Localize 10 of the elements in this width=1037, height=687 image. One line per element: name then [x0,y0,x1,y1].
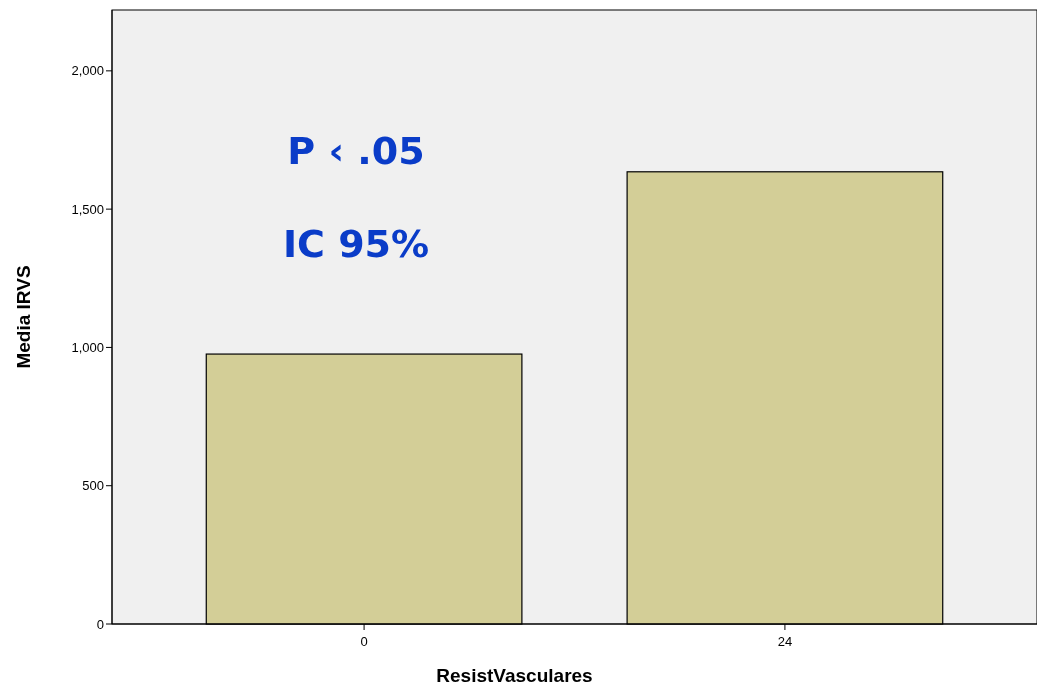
y-tick-label: 500 [82,478,104,494]
y-tick-label: 2,000 [71,63,104,79]
annotation: IC 95% [282,222,430,266]
y-axis-title: Media IRVS [13,265,34,369]
x-axis-title: ResistVasculares [436,665,593,686]
x-tick-label: 24 [777,634,793,649]
y-tick-label: 1,000 [71,339,104,355]
annotation: P ‹ .05 [287,129,425,173]
y-tick-label: 1,500 [71,201,104,217]
y-tick-label: 0 [96,616,104,632]
